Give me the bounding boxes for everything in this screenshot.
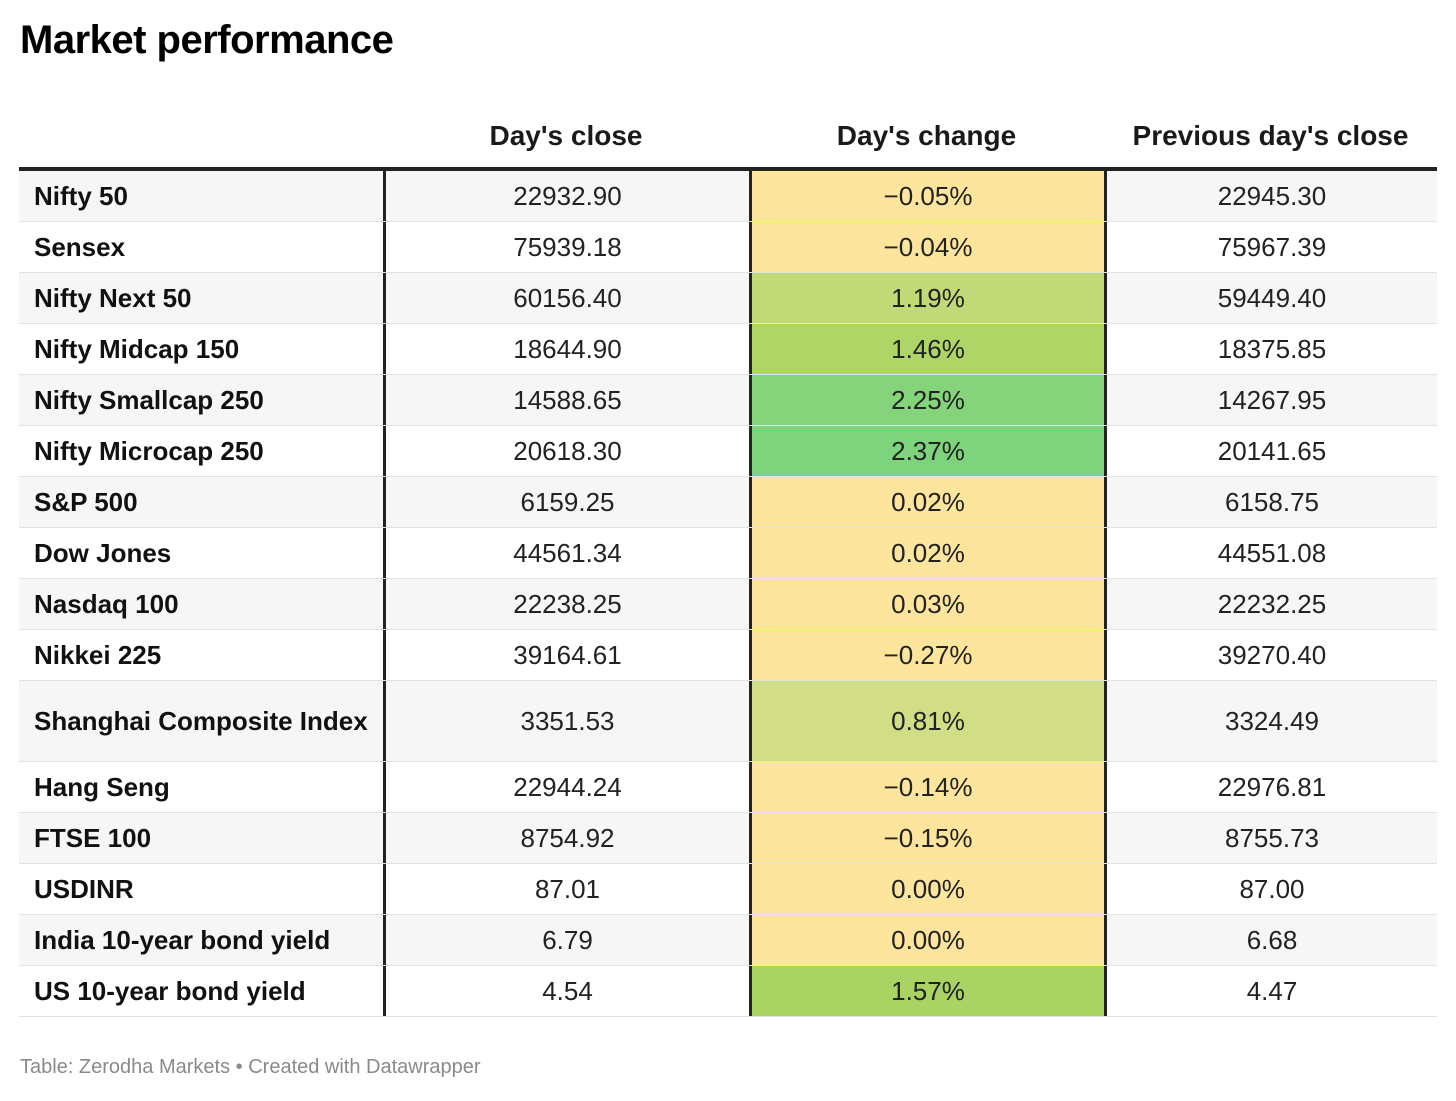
days-change-value: 1.19% bbox=[749, 273, 1104, 323]
days-close-value: 60156.40 bbox=[383, 273, 749, 323]
days-close-value: 8754.92 bbox=[383, 813, 749, 863]
previous-close-value: 3324.49 bbox=[1104, 681, 1437, 761]
days-close-value: 87.01 bbox=[383, 864, 749, 914]
days-close-value: 22932.90 bbox=[383, 171, 749, 221]
index-name: Shanghai Composite Index bbox=[34, 706, 368, 736]
previous-close-value: 59449.40 bbox=[1104, 273, 1437, 323]
days-change-value: 2.37% bbox=[749, 426, 1104, 476]
previous-close-value: 39270.40 bbox=[1104, 630, 1437, 680]
header-days-change: Day's change bbox=[836, 120, 1017, 151]
index-name: Nifty Next 50 bbox=[34, 283, 192, 313]
index-name: USDINR bbox=[34, 874, 134, 904]
index-name: India 10-year bond yield bbox=[34, 925, 331, 955]
previous-close-value: 6.68 bbox=[1104, 915, 1437, 965]
table-body: Nifty 50 22932.90 −0.05% 22945.30 Sensex 7593… bbox=[19, 171, 1437, 1017]
days-change-value: −0.15% bbox=[749, 813, 1104, 863]
days-close-value: 22238.25 bbox=[383, 579, 749, 629]
index-name: US 10-year bond yield bbox=[34, 976, 306, 1006]
table-row: USDINR 87.01 0.00% 87.00 bbox=[19, 864, 1437, 915]
table-row: Nifty Microcap 250 20618.30 2.37% 20141.65 bbox=[19, 426, 1437, 477]
index-name: FTSE 100 bbox=[34, 823, 152, 853]
table-row: Nikkei 225 39164.61 −0.27% 39270.40 bbox=[19, 630, 1437, 681]
header-name bbox=[19, 112, 383, 120]
table-row: FTSE 100 8754.92 −0.15% 8755.73 bbox=[19, 813, 1437, 864]
previous-close-value: 22232.25 bbox=[1104, 579, 1437, 629]
days-close-value: 4.54 bbox=[383, 966, 749, 1016]
index-name: Sensex bbox=[34, 232, 126, 262]
previous-close-value: 22945.30 bbox=[1104, 171, 1437, 221]
table-row: Sensex 75939.18 −0.04% 75967.39 bbox=[19, 222, 1437, 273]
table-row: Nifty Midcap 150 18644.90 1.46% 18375.85 bbox=[19, 324, 1437, 375]
index-name: S&P 500 bbox=[34, 487, 138, 517]
table-row: Dow Jones 44561.34 0.02% 44551.08 bbox=[19, 528, 1437, 579]
days-close-value: 18644.90 bbox=[383, 324, 749, 374]
days-close-value: 20618.30 bbox=[383, 426, 749, 476]
days-change-value: 1.46% bbox=[749, 324, 1104, 374]
index-name: Nifty Midcap 150 bbox=[34, 334, 240, 364]
days-change-value: 1.57% bbox=[749, 966, 1104, 1016]
previous-close-value: 87.00 bbox=[1104, 864, 1437, 914]
days-change-value: 0.03% bbox=[749, 579, 1104, 629]
previous-close-value: 4.47 bbox=[1104, 966, 1437, 1016]
chart-title: Market performance bbox=[20, 18, 394, 62]
table-row: Nifty Smallcap 250 14588.65 2.25% 14267.95 bbox=[19, 375, 1437, 426]
days-change-value: 0.02% bbox=[749, 477, 1104, 527]
previous-close-value: 20141.65 bbox=[1104, 426, 1437, 476]
days-change-value: 0.00% bbox=[749, 915, 1104, 965]
table-row: S&P 500 6159.25 0.02% 6158.75 bbox=[19, 477, 1437, 528]
days-close-value: 75939.18 bbox=[383, 222, 749, 272]
table-header: Day's close Day's change Previous day's … bbox=[19, 112, 1437, 171]
table-row: US 10-year bond yield 4.54 1.57% 4.47 bbox=[19, 966, 1437, 1017]
days-close-value: 22944.24 bbox=[383, 762, 749, 812]
index-name: Nasdaq 100 bbox=[34, 589, 179, 619]
previous-close-value: 6158.75 bbox=[1104, 477, 1437, 527]
footer-credit: Table: Zerodha Markets • Created with Da… bbox=[20, 1056, 481, 1078]
days-change-value: 2.25% bbox=[749, 375, 1104, 425]
days-close-value: 6159.25 bbox=[383, 477, 749, 527]
days-close-value: 39164.61 bbox=[383, 630, 749, 680]
table-row: Nasdaq 100 22238.25 0.03% 22232.25 bbox=[19, 579, 1437, 630]
market-table: Day's close Day's change Previous day's … bbox=[19, 112, 1437, 1017]
previous-close-value: 22976.81 bbox=[1104, 762, 1437, 812]
days-change-value: 0.81% bbox=[749, 681, 1104, 761]
days-change-value: −0.27% bbox=[749, 630, 1104, 680]
index-name: Nikkei 225 bbox=[34, 640, 162, 670]
index-name: Nifty 50 bbox=[34, 181, 128, 211]
table-row: Nifty Next 50 60156.40 1.19% 59449.40 bbox=[19, 273, 1437, 324]
table-row: Hang Seng 22944.24 −0.14% 22976.81 bbox=[19, 762, 1437, 813]
days-close-value: 6.79 bbox=[383, 915, 749, 965]
index-name: Nifty Microcap 250 bbox=[34, 436, 264, 466]
days-change-value: 0.02% bbox=[749, 528, 1104, 578]
index-name: Dow Jones bbox=[34, 538, 172, 568]
days-change-value: −0.14% bbox=[749, 762, 1104, 812]
previous-close-value: 75967.39 bbox=[1104, 222, 1437, 272]
table-row: Shanghai Composite Index 3351.53 0.81% 3324… bbox=[19, 681, 1437, 762]
days-close-value: 44561.34 bbox=[383, 528, 749, 578]
previous-close-value: 14267.95 bbox=[1104, 375, 1437, 425]
days-change-value: −0.05% bbox=[749, 171, 1104, 221]
previous-close-value: 8755.73 bbox=[1104, 813, 1437, 863]
index-name: Hang Seng bbox=[34, 772, 170, 802]
header-previous-close: Previous day's close bbox=[1132, 120, 1409, 151]
previous-close-value: 44551.08 bbox=[1104, 528, 1437, 578]
days-close-value: 14588.65 bbox=[383, 375, 749, 425]
days-close-value: 3351.53 bbox=[383, 681, 749, 761]
header-days-close: Day's close bbox=[489, 120, 643, 151]
previous-close-value: 18375.85 bbox=[1104, 324, 1437, 374]
days-change-value: −0.04% bbox=[749, 222, 1104, 272]
table-row: Nifty 50 22932.90 −0.05% 22945.30 bbox=[19, 171, 1437, 222]
days-change-value: 0.00% bbox=[749, 864, 1104, 914]
table-row: India 10-year bond yield 6.79 0.00% 6.68 bbox=[19, 915, 1437, 966]
index-name: Nifty Smallcap 250 bbox=[34, 385, 264, 415]
